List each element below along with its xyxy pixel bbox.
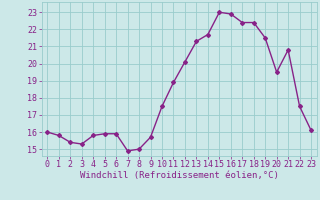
X-axis label: Windchill (Refroidissement éolien,°C): Windchill (Refroidissement éolien,°C) bbox=[80, 171, 279, 180]
